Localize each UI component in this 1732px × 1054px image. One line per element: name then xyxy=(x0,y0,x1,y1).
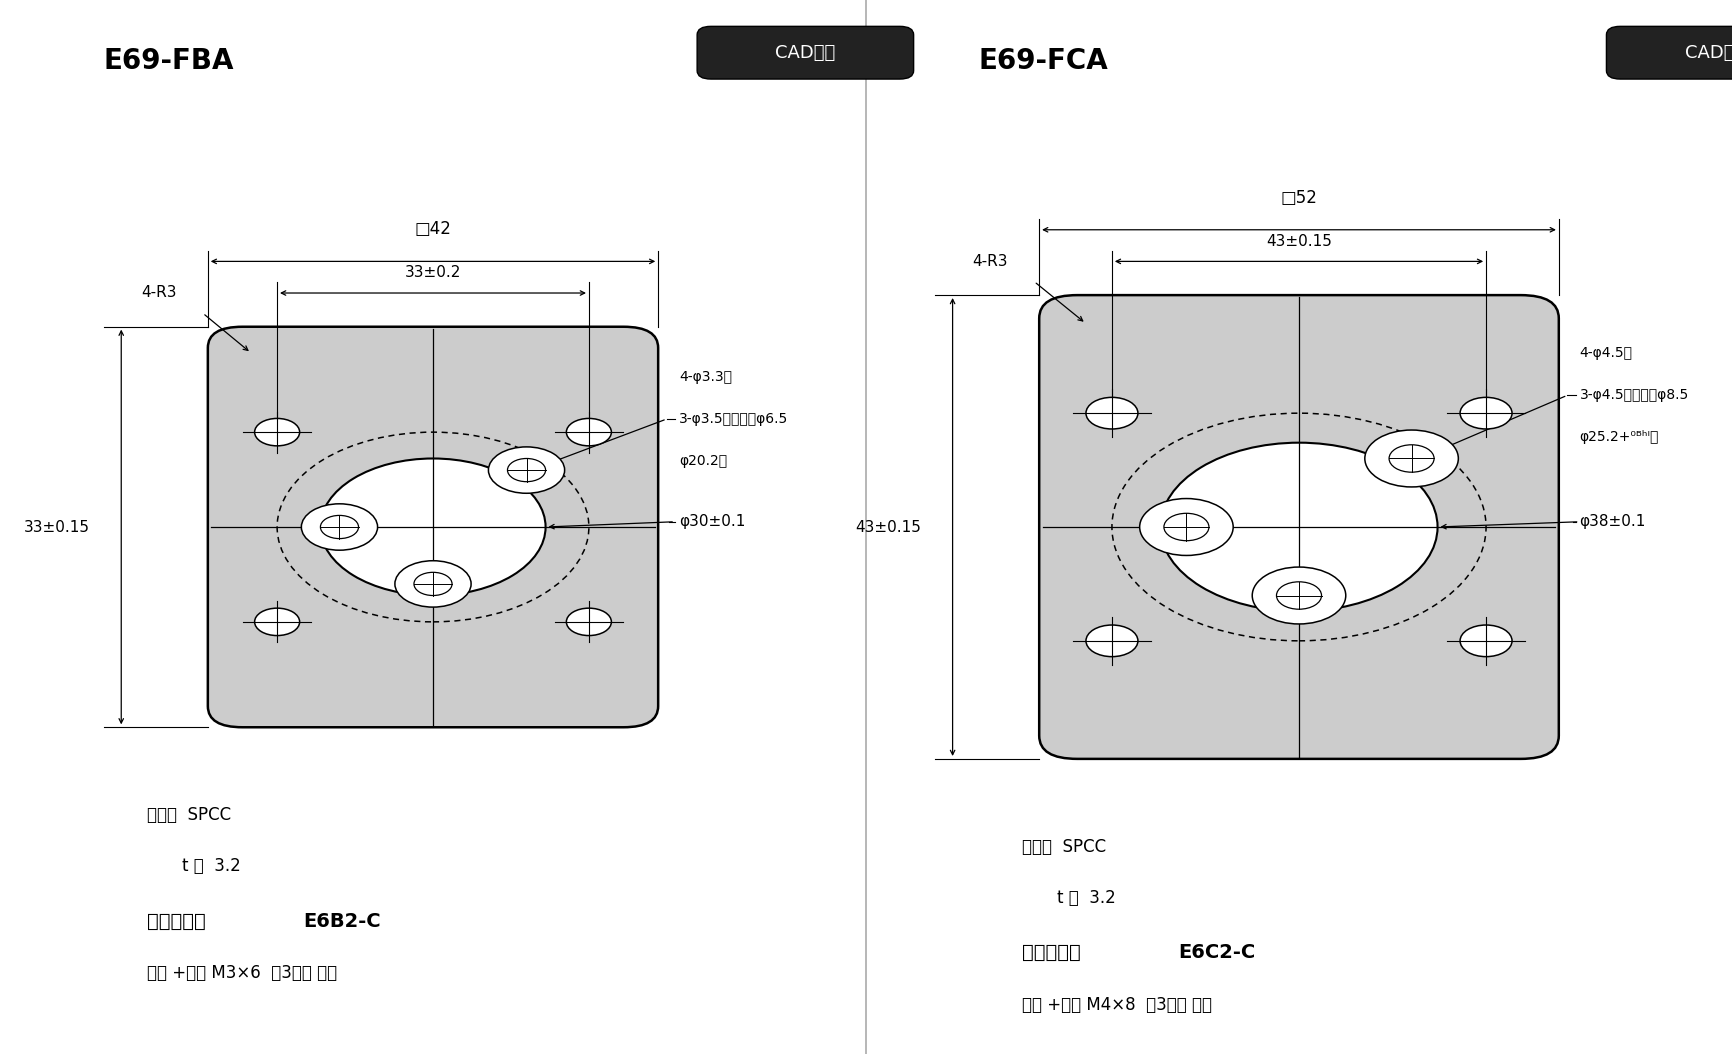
Circle shape xyxy=(488,447,565,493)
Circle shape xyxy=(1164,513,1209,541)
Text: 4-R3: 4-R3 xyxy=(142,286,177,300)
Text: 注： +螺钉 M4×8  （3个） 附带: 注： +螺钉 M4×8 （3个） 附带 xyxy=(1022,996,1212,1014)
Circle shape xyxy=(1460,397,1512,429)
Text: CAD数据: CAD数据 xyxy=(1685,43,1732,62)
Circle shape xyxy=(1086,397,1138,429)
Circle shape xyxy=(255,418,300,446)
FancyBboxPatch shape xyxy=(1039,295,1559,759)
Text: φ20.2孔: φ20.2孔 xyxy=(679,454,727,468)
Text: t ：  3.2: t ： 3.2 xyxy=(1057,889,1115,906)
Circle shape xyxy=(1460,625,1512,657)
Text: 材质：  SPCC: 材质： SPCC xyxy=(1022,838,1107,856)
Circle shape xyxy=(1276,582,1322,609)
Circle shape xyxy=(301,504,378,550)
Circle shape xyxy=(255,608,300,636)
Text: □52: □52 xyxy=(1280,189,1318,207)
Text: E6C2-C: E6C2-C xyxy=(1178,943,1256,962)
Text: 43±0.15: 43±0.15 xyxy=(1266,234,1332,249)
Text: t ：  3.2: t ： 3.2 xyxy=(182,857,241,875)
Circle shape xyxy=(395,561,471,607)
Text: E69-FCA: E69-FCA xyxy=(979,47,1108,76)
Text: 3-φ3.5盘头钒孔φ6.5: 3-φ3.5盘头钒孔φ6.5 xyxy=(679,412,788,426)
Text: φ25.2+⁰ᴮʰᴵ孔: φ25.2+⁰ᴮʰᴵ孔 xyxy=(1580,430,1659,445)
Text: φ38±0.1: φ38±0.1 xyxy=(1580,514,1645,529)
Text: 适用型号：: 适用型号： xyxy=(1022,943,1081,962)
Text: E69-FBA: E69-FBA xyxy=(104,47,234,76)
Circle shape xyxy=(1086,625,1138,657)
Circle shape xyxy=(320,458,546,596)
Text: CAD数据: CAD数据 xyxy=(776,43,835,62)
Text: 3-φ4.5盘头钒孔φ8.5: 3-φ4.5盘头钒孔φ8.5 xyxy=(1580,388,1689,403)
Circle shape xyxy=(1389,445,1434,472)
Circle shape xyxy=(1252,567,1346,624)
FancyBboxPatch shape xyxy=(208,327,658,727)
Text: 4-R3: 4-R3 xyxy=(973,254,1008,269)
Text: 33±0.15: 33±0.15 xyxy=(24,520,90,534)
Text: 适用型号：: 适用型号： xyxy=(147,912,206,931)
Text: 43±0.15: 43±0.15 xyxy=(856,520,921,534)
FancyBboxPatch shape xyxy=(1607,26,1732,79)
Text: E6B2-C: E6B2-C xyxy=(303,912,381,931)
Text: 注： +螺钉 M3×6  （3个） 附带: 注： +螺钉 M3×6 （3个） 附带 xyxy=(147,964,338,982)
Circle shape xyxy=(1140,499,1233,555)
Text: 4-φ3.3孔: 4-φ3.3孔 xyxy=(679,370,733,384)
Text: 33±0.2: 33±0.2 xyxy=(405,266,461,280)
Text: φ30±0.1: φ30±0.1 xyxy=(679,514,745,529)
Text: 材质：  SPCC: 材质： SPCC xyxy=(147,806,232,824)
Text: □42: □42 xyxy=(414,220,452,238)
FancyBboxPatch shape xyxy=(696,26,914,79)
Circle shape xyxy=(1160,443,1438,611)
Circle shape xyxy=(566,608,611,636)
Circle shape xyxy=(566,418,611,446)
Text: 4-φ4.5孔: 4-φ4.5孔 xyxy=(1580,346,1633,360)
Circle shape xyxy=(507,458,546,482)
Circle shape xyxy=(414,572,452,596)
Circle shape xyxy=(1365,430,1458,487)
Circle shape xyxy=(320,515,359,539)
